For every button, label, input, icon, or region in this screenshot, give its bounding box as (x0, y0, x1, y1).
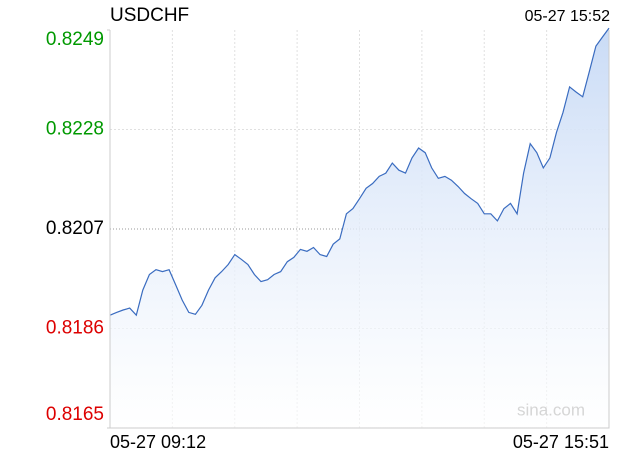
x-tick-label: 05-27 15:51 (513, 432, 609, 452)
plot-frame (109, 30, 610, 429)
y-tick-label: 0.8165 (46, 404, 104, 425)
price-line (109, 27, 610, 317)
y-tick-label: 0.8249 (46, 29, 104, 50)
timestamp: 05-27 15:52 (525, 8, 611, 25)
area-fill (110, 28, 609, 428)
y-tick-label: 0.8207 (46, 218, 104, 239)
y-tick-label: 0.8186 (46, 318, 104, 339)
watermark: sina.com (517, 400, 585, 419)
y-tick-label: 0.8228 (46, 119, 104, 140)
x-tick-label: 05-27 09:12 (110, 432, 206, 452)
chart-title: USDCHF (110, 5, 189, 26)
